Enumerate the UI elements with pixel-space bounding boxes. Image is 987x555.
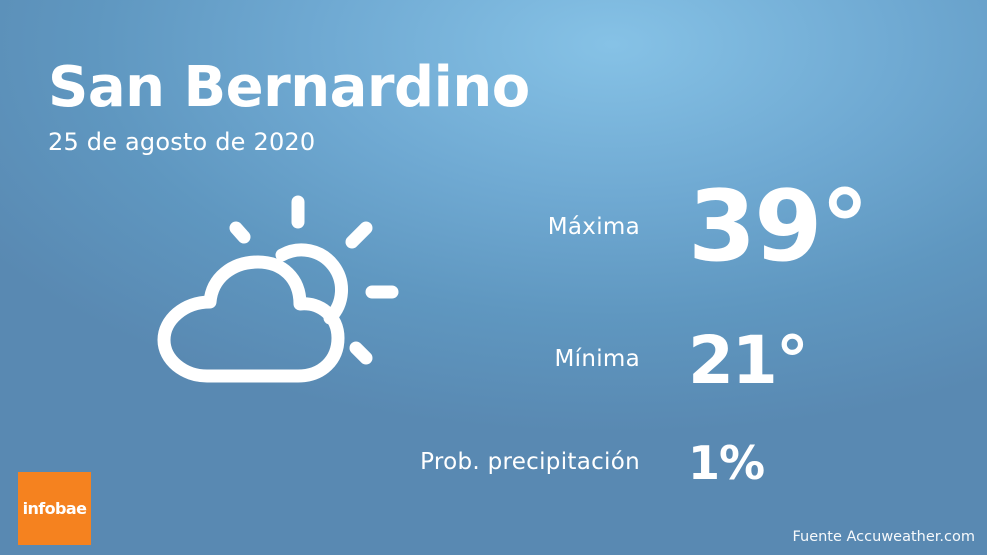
partly-cloudy-day-icon <box>157 195 399 383</box>
logo-text: infobae <box>22 499 87 518</box>
city-name: San Bernardino <box>48 55 530 120</box>
source-credit: Fuente Accuweather.com <box>792 529 975 545</box>
precip-prob-value: 1% <box>688 436 765 490</box>
min-temp-label: Mínima <box>554 346 640 372</box>
precip-prob-label: Prob. precipitación <box>420 449 640 475</box>
max-temp-label: Máxima <box>547 214 640 240</box>
forecast-date: 25 de agosto de 2020 <box>48 128 316 156</box>
infobae-logo: infobae <box>18 472 91 545</box>
max-temp-value: 39° <box>688 170 869 284</box>
min-temp-value: 21° <box>688 322 809 399</box>
